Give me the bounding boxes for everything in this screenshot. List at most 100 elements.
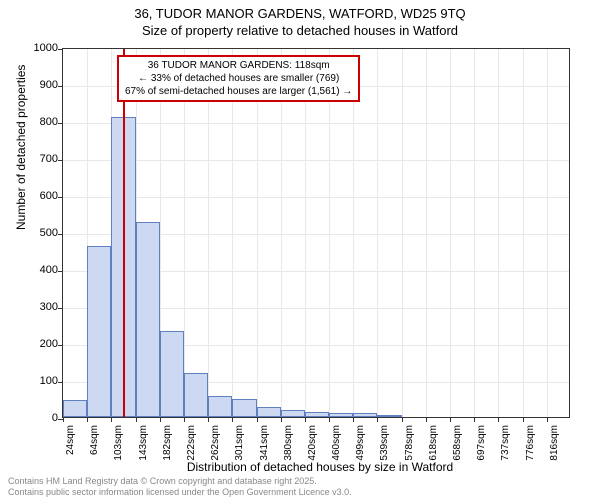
y-tick-label: 900 — [40, 79, 58, 91]
info-box-line1: 36 TUDOR MANOR GARDENS: 118sqm — [125, 59, 352, 72]
y-tick-mark — [58, 123, 63, 124]
x-tick-mark — [281, 417, 282, 422]
reference-info-box: 36 TUDOR MANOR GARDENS: 118sqm ← 33% of … — [117, 55, 360, 102]
grid-line-v — [426, 49, 427, 417]
info-box-line3: 67% of semi-detached houses are larger (… — [125, 85, 352, 98]
x-tick-mark — [377, 417, 378, 422]
y-tick-label: 200 — [40, 338, 58, 350]
plot-area: 36 TUDOR MANOR GARDENS: 118sqm ← 33% of … — [62, 48, 570, 418]
x-tick-label: 697sqm — [476, 425, 487, 461]
x-tick-mark — [87, 417, 88, 422]
histogram-bar — [257, 407, 281, 417]
x-tick-mark — [184, 417, 185, 422]
grid-line-h — [63, 160, 569, 161]
grid-line-h — [63, 123, 569, 124]
x-tick-mark — [160, 417, 161, 422]
grid-line-v — [450, 49, 451, 417]
x-tick-mark — [63, 417, 64, 422]
y-tick-mark — [58, 234, 63, 235]
grid-line-v — [232, 49, 233, 417]
x-tick-mark — [232, 417, 233, 422]
grid-line-v — [329, 49, 330, 417]
x-tick-label: 341sqm — [259, 425, 270, 461]
y-tick-label: 800 — [40, 116, 58, 128]
grid-line-v — [498, 49, 499, 417]
x-tick-label: 578sqm — [404, 425, 415, 461]
grid-line-v — [281, 49, 282, 417]
grid-line-v — [474, 49, 475, 417]
x-tick-mark — [523, 417, 524, 422]
histogram-bar — [281, 410, 305, 417]
x-tick-label: 380sqm — [283, 425, 294, 461]
histogram-bar — [353, 413, 377, 417]
y-tick-mark — [58, 308, 63, 309]
chart-title: 36, TUDOR MANOR GARDENS, WATFORD, WD25 9… — [0, 0, 600, 40]
histogram-bar — [160, 331, 184, 417]
histogram-bar — [305, 412, 329, 417]
x-tick-label: 182sqm — [162, 425, 173, 461]
y-tick-label: 700 — [40, 153, 58, 165]
y-tick-label: 500 — [40, 227, 58, 239]
histogram-bar — [208, 396, 232, 417]
x-tick-label: 143sqm — [138, 425, 149, 461]
x-tick-label: 64sqm — [89, 425, 100, 455]
y-tick-label: 0 — [52, 412, 58, 424]
title-line2: Size of property relative to detached ho… — [0, 23, 600, 40]
chart-container: 36, TUDOR MANOR GARDENS, WATFORD, WD25 9… — [0, 0, 600, 500]
histogram-bar — [87, 246, 111, 417]
footer-line2: Contains public sector information licen… — [8, 487, 352, 498]
grid-line-v — [402, 49, 403, 417]
y-tick-mark — [58, 197, 63, 198]
footer-line1: Contains HM Land Registry data © Crown c… — [8, 476, 352, 487]
x-tick-mark — [498, 417, 499, 422]
x-tick-mark — [402, 417, 403, 422]
y-tick-mark — [58, 345, 63, 346]
info-box-line2: ← 33% of detached houses are smaller (76… — [125, 72, 352, 85]
grid-line-v — [353, 49, 354, 417]
x-tick-label: 460sqm — [331, 425, 342, 461]
grid-line-v — [377, 49, 378, 417]
x-tick-label: 420sqm — [307, 425, 318, 461]
y-tick-label: 100 — [40, 375, 58, 387]
y-tick-label: 600 — [40, 190, 58, 202]
grid-line-v — [184, 49, 185, 417]
title-line1: 36, TUDOR MANOR GARDENS, WATFORD, WD25 9… — [0, 6, 600, 23]
x-tick-label: 262sqm — [210, 425, 221, 461]
grid-line-v — [523, 49, 524, 417]
x-tick-label: 737sqm — [500, 425, 511, 461]
y-tick-label: 300 — [40, 301, 58, 313]
x-tick-label: 301sqm — [234, 425, 245, 461]
x-tick-mark — [353, 417, 354, 422]
y-axis-label: Number of detached properties — [14, 65, 28, 230]
x-tick-label: 222sqm — [186, 425, 197, 461]
grid-line-v — [208, 49, 209, 417]
x-tick-label: 499sqm — [355, 425, 366, 461]
x-axis-label: Distribution of detached houses by size … — [0, 460, 600, 474]
grid-line-v — [257, 49, 258, 417]
x-tick-mark — [547, 417, 548, 422]
x-tick-label: 816sqm — [549, 425, 560, 461]
x-tick-label: 539sqm — [379, 425, 390, 461]
x-tick-label: 24sqm — [65, 425, 76, 455]
footer-attribution: Contains HM Land Registry data © Crown c… — [8, 476, 352, 498]
grid-line-v — [305, 49, 306, 417]
histogram-bar — [377, 415, 401, 417]
y-tick-mark — [58, 382, 63, 383]
histogram-bar — [184, 373, 208, 417]
y-tick-label: 1000 — [34, 42, 58, 54]
grid-line-h — [63, 197, 569, 198]
x-tick-mark — [257, 417, 258, 422]
x-tick-mark — [208, 417, 209, 422]
reference-line — [123, 49, 125, 417]
histogram-bar — [232, 399, 256, 417]
histogram-bar — [136, 222, 160, 417]
y-tick-mark — [58, 49, 63, 50]
x-tick-label: 658sqm — [452, 425, 463, 461]
x-tick-label: 103sqm — [113, 425, 124, 461]
x-tick-mark — [305, 417, 306, 422]
histogram-bar — [63, 400, 87, 417]
y-tick-mark — [58, 271, 63, 272]
x-tick-mark — [426, 417, 427, 422]
x-tick-mark — [136, 417, 137, 422]
x-tick-mark — [474, 417, 475, 422]
